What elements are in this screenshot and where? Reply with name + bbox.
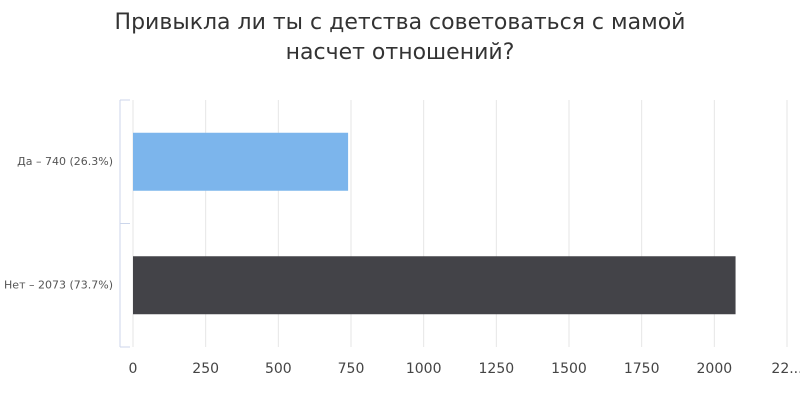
x-tick-label: 2000 xyxy=(697,361,733,377)
x-tick-label: 0 xyxy=(129,361,138,377)
x-tick-label: 250 xyxy=(192,361,219,377)
x-tick-label: 1500 xyxy=(551,361,587,377)
x-tick-label: 1750 xyxy=(624,361,660,377)
x-tick-label: 1250 xyxy=(479,361,515,377)
bar xyxy=(133,132,349,191)
x-tick-label: 22... xyxy=(771,361,800,377)
chart-title: Привыкла ли ты с детства советоваться с … xyxy=(114,10,686,65)
y-tick-label: Да – 740 (26.3%) xyxy=(17,155,113,168)
x-tick-label: 1000 xyxy=(406,361,442,377)
x-tick-label: 750 xyxy=(338,361,365,377)
y-tick-label: Нет – 2073 (73.7%) xyxy=(4,278,113,291)
x-tick-label: 500 xyxy=(265,361,292,377)
bar xyxy=(133,256,736,315)
